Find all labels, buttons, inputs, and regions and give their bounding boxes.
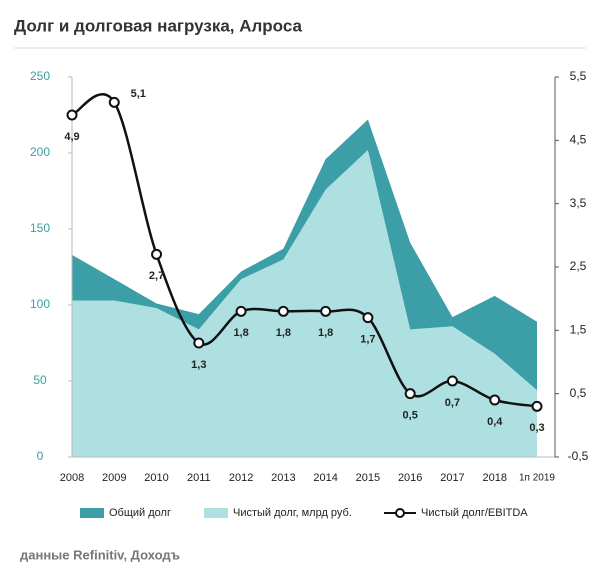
marker — [151, 248, 163, 260]
data-label: 1,3 — [191, 359, 206, 371]
y-tick-label: 0 — [37, 449, 44, 463]
y2-tick-label: 1,5 — [570, 323, 587, 337]
y-tick-label: 100 — [30, 297, 50, 311]
marker — [489, 394, 501, 406]
source-note: данные Refinitiv, Доходъ — [20, 547, 180, 562]
legend-marker — [395, 508, 405, 518]
data-label: 0,3 — [529, 422, 544, 434]
data-label: 1,8 — [276, 327, 291, 339]
y2-tick-label: 5,5 — [570, 69, 587, 83]
legend-swatch — [80, 508, 104, 518]
legend-label: Чистый долг, млрд руб. — [233, 507, 352, 519]
marker — [404, 388, 416, 400]
x-tick-label: 2015 — [356, 472, 380, 484]
marker — [362, 312, 374, 324]
data-label: 1,7 — [360, 334, 375, 346]
marker — [66, 109, 78, 121]
area — [72, 149, 537, 457]
data-label: 0,7 — [445, 397, 460, 409]
y2-tick-label: 0,5 — [570, 386, 587, 400]
data-label: 1,8 — [318, 327, 333, 339]
x-tick-label: 2010 — [144, 472, 168, 484]
marker — [277, 305, 289, 317]
data-label: 2,7 — [149, 270, 164, 282]
data-label: 0,5 — [403, 410, 418, 422]
marker — [108, 96, 120, 108]
x-tick-label: 2016 — [398, 472, 422, 484]
x-tick-label: 2018 — [482, 472, 506, 484]
x-tick-label: 2014 — [313, 472, 337, 484]
y-tick-label: 50 — [33, 373, 47, 387]
y2-tick-label: 2,5 — [570, 259, 587, 273]
legend-swatch — [204, 508, 228, 518]
x-tick-label: 2017 — [440, 472, 464, 484]
chart-title: Долг и долговая нагрузка, Алроса — [14, 16, 303, 35]
data-label: 5,1 — [131, 88, 146, 100]
y2-tick-label: 3,5 — [570, 196, 587, 210]
data-label: 4,9 — [64, 131, 79, 143]
y-tick-label: 250 — [30, 69, 50, 83]
x-tick-label: 2012 — [229, 472, 253, 484]
y-tick-label: 200 — [30, 145, 50, 159]
marker — [235, 305, 247, 317]
x-tick-label: 2008 — [60, 472, 84, 484]
x-tick-label: 2009 — [102, 472, 126, 484]
marker — [193, 337, 205, 349]
marker — [531, 400, 543, 412]
marker — [320, 305, 332, 317]
legend-label: Чистый долг/EBITDA — [421, 507, 528, 519]
y-tick-label: 150 — [30, 221, 50, 235]
x-tick-label: 1п 2019 — [519, 473, 555, 484]
y2-tick-label: 4,5 — [570, 133, 587, 147]
x-tick-label: 2011 — [187, 472, 211, 484]
legend-label: Общий долг — [109, 507, 171, 519]
y2-tick-label: -0,5 — [568, 449, 589, 463]
x-tick-label: 2013 — [271, 472, 295, 484]
marker — [446, 375, 458, 387]
data-label: 1,8 — [233, 327, 248, 339]
data-label: 0,4 — [487, 416, 503, 428]
